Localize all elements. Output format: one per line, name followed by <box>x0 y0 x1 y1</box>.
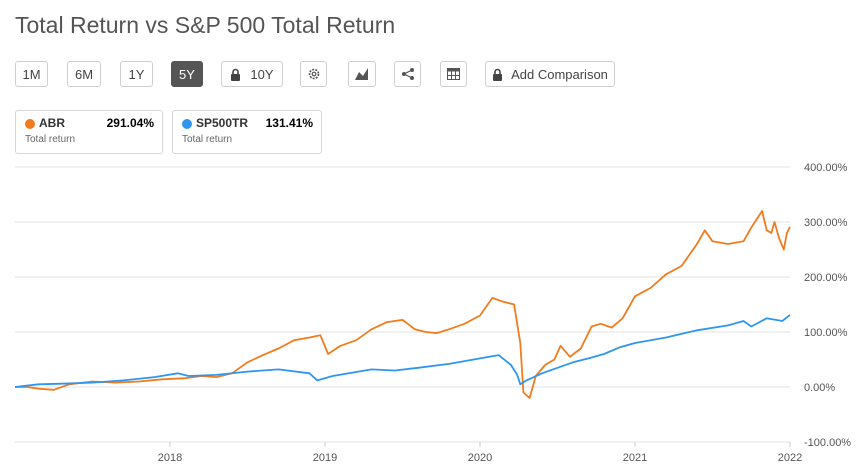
series-color-dot <box>25 119 35 129</box>
range-10y-label: 10Y <box>250 66 274 82</box>
range-6m-button[interactable]: 6M <box>67 61 101 87</box>
lock-icon <box>230 68 241 81</box>
x-tick-label: 2022 <box>778 452 802 464</box>
share-icon <box>401 67 415 81</box>
chart-type-button[interactable] <box>348 61 376 87</box>
legend-value: 291.04% <box>106 116 154 130</box>
y-tick-label: 200.00% <box>804 272 848 284</box>
range-10y-locked-button[interactable]: 10Y <box>221 61 283 87</box>
table-button[interactable] <box>440 61 467 87</box>
share-button[interactable] <box>394 61 421 87</box>
legend-value: 131.41% <box>265 116 313 130</box>
y-tick-label: 100.00% <box>804 327 848 339</box>
chart-title: Total Return vs S&P 500 Total Return <box>15 12 396 38</box>
add-comparison-label: Add Comparison <box>511 66 608 82</box>
series-line-sp500tr <box>14 314 791 388</box>
line-chart: 400.00% 300.00% 200.00% 100.00% 0.00% -100.00… <box>14 162 851 464</box>
series-line-abr <box>15 210 791 399</box>
gear-icon <box>307 67 321 81</box>
range-5y-button[interactable]: 5Y <box>171 61 203 87</box>
y-tick-label: -100.00% <box>804 437 851 449</box>
x-tick-label: 2021 <box>623 452 647 464</box>
toolbar: 1M 6M 1Y 5Y 10Y Add Comparison <box>15 61 865 89</box>
legend-subtitle: Total return <box>25 134 76 145</box>
x-tick-label: 2020 <box>468 452 492 464</box>
y-tick-label: 400.00% <box>804 162 848 174</box>
x-tick-label: 2018 <box>158 452 182 464</box>
legend-subtitle: Total return <box>182 134 233 145</box>
y-tick-label: 300.00% <box>804 217 848 229</box>
chart-type-icon <box>355 68 369 80</box>
legend-card-sp500tr: SP500TR 131.41% Total return <box>172 110 322 154</box>
x-tick-label: 2019 <box>313 452 337 464</box>
series-color-dot <box>182 119 192 129</box>
legend-card-abr: ABR 291.04% Total return <box>15 110 163 154</box>
settings-button[interactable] <box>300 61 327 87</box>
range-1y-button[interactable]: 1Y <box>120 61 153 87</box>
range-1m-button[interactable]: 1M <box>15 61 48 87</box>
legend-symbol: SP500TR <box>196 116 249 130</box>
legend-symbol: ABR <box>39 116 65 130</box>
table-icon <box>447 68 460 80</box>
lock-icon <box>492 68 503 81</box>
y-tick-label: 0.00% <box>804 382 835 394</box>
add-comparison-button[interactable]: Add Comparison <box>485 61 615 87</box>
